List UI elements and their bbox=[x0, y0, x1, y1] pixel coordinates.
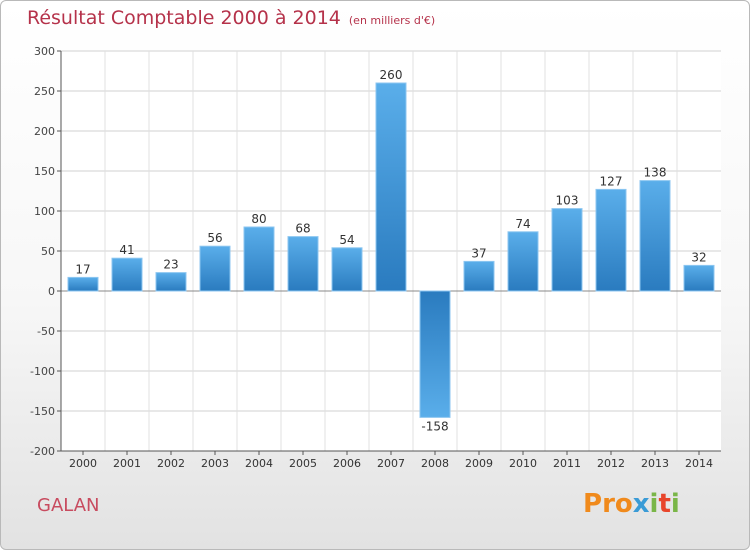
x-tick-label: 2010 bbox=[509, 457, 537, 470]
chart-subtitle: (en milliers d'€) bbox=[348, 14, 436, 27]
bar-value-label: 32 bbox=[691, 250, 706, 264]
bar-value-label: 23 bbox=[163, 258, 178, 272]
logo-letter: o bbox=[614, 489, 633, 519]
bar bbox=[243, 226, 275, 292]
x-tick-label: 2004 bbox=[245, 457, 273, 470]
bar-value-label: 56 bbox=[207, 231, 222, 245]
bar-value-label: 138 bbox=[644, 166, 667, 180]
logo-letter: t bbox=[658, 489, 671, 519]
logo-letter: P bbox=[583, 489, 603, 519]
x-tick-label: 2006 bbox=[333, 457, 361, 470]
y-tick-label: 0 bbox=[48, 285, 55, 298]
bar bbox=[375, 82, 407, 292]
y-tick-label: -200 bbox=[30, 445, 55, 458]
bar bbox=[551, 208, 583, 292]
bar bbox=[463, 260, 495, 292]
y-tick-label: 100 bbox=[34, 205, 55, 218]
x-tick-label: 2001 bbox=[113, 457, 141, 470]
x-tick-label: 2007 bbox=[377, 457, 405, 470]
y-tick-label: -100 bbox=[30, 365, 55, 378]
bar bbox=[331, 247, 363, 292]
x-tick-label: 2011 bbox=[553, 457, 581, 470]
x-tick-label: 2000 bbox=[69, 457, 97, 470]
x-tick-label: 2009 bbox=[465, 457, 493, 470]
bar-value-label: 41 bbox=[119, 243, 134, 257]
bar-value-label: 37 bbox=[471, 246, 486, 260]
x-tick-label: 2014 bbox=[685, 457, 713, 470]
bar bbox=[507, 231, 539, 292]
x-tick-label: 2008 bbox=[421, 457, 449, 470]
logo-letter: i bbox=[649, 489, 659, 519]
place-name: GALAN bbox=[37, 495, 100, 516]
x-tick-label: 2003 bbox=[201, 457, 229, 470]
bar-value-label: 17 bbox=[75, 262, 90, 276]
y-tick-label: 200 bbox=[34, 125, 55, 138]
logo-letter: r bbox=[602, 489, 615, 519]
y-tick-label: -50 bbox=[37, 325, 55, 338]
bar-value-label: 68 bbox=[295, 222, 310, 236]
bar bbox=[155, 272, 187, 292]
bar-value-label: 127 bbox=[600, 174, 623, 188]
proxiti-logo: Proxiti bbox=[583, 489, 680, 519]
bar bbox=[111, 257, 143, 292]
y-tick-label: 250 bbox=[34, 85, 55, 98]
y-tick-label: 150 bbox=[34, 165, 55, 178]
bar-value-label: 260 bbox=[380, 68, 403, 82]
bar bbox=[639, 180, 671, 292]
chart-title-text: Résultat Comptable 2000 à 2014 bbox=[27, 7, 341, 29]
bar-value-label: 54 bbox=[339, 233, 354, 247]
bar bbox=[199, 245, 231, 292]
y-tick-label: 300 bbox=[34, 45, 55, 58]
bar bbox=[419, 290, 451, 418]
bar bbox=[595, 188, 627, 292]
x-tick-label: 2013 bbox=[641, 457, 669, 470]
bar-value-label: -158 bbox=[421, 419, 448, 433]
y-tick-label: 50 bbox=[41, 245, 55, 258]
x-tick-label: 2002 bbox=[157, 457, 185, 470]
y-tick-label: -150 bbox=[30, 405, 55, 418]
bar bbox=[67, 276, 99, 292]
logo-letter: x bbox=[632, 489, 650, 519]
bar-value-label: 103 bbox=[556, 194, 579, 208]
x-tick-label: 2012 bbox=[597, 457, 625, 470]
bar-value-label: 74 bbox=[515, 217, 530, 231]
logo-letter: i bbox=[670, 489, 680, 519]
bar bbox=[287, 236, 319, 292]
bar bbox=[683, 264, 715, 292]
x-tick-label: 2005 bbox=[289, 457, 317, 470]
bar-value-label: 80 bbox=[251, 212, 266, 226]
chart-title: Résultat Comptable 2000 à 2014 (en millie… bbox=[27, 7, 435, 29]
